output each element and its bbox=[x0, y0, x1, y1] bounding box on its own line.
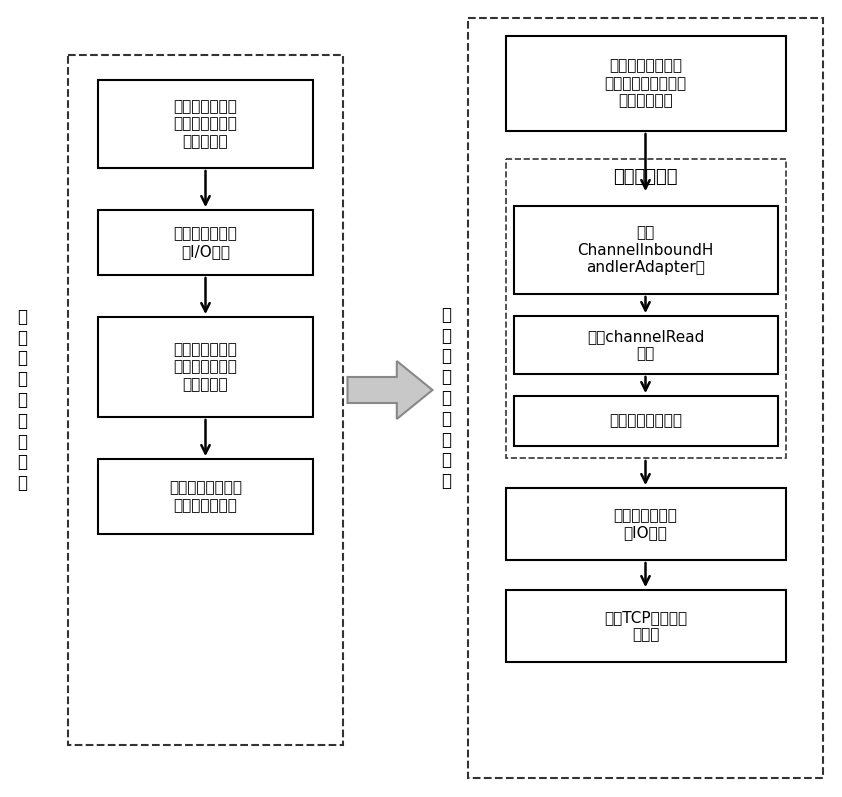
Polygon shape bbox=[348, 361, 433, 419]
Text: 初始化主、从线程
组，启动数据接收器
端进程引导器: 初始化主、从线程 组，启动数据接收器 端进程引导器 bbox=[605, 59, 686, 108]
Text: 构
建
数
据
转
发
器
进
程: 构 建 数 据 转 发 器 进 程 bbox=[17, 308, 27, 493]
Bar bbox=[68, 55, 343, 745]
Bar bbox=[514, 316, 777, 374]
Text: 初始化线程组，
启动数据转发器
进程引导器: 初始化线程组， 启动数据转发器 进程引导器 bbox=[173, 99, 237, 149]
Bar bbox=[514, 396, 777, 446]
Text: 重载channelRead
方法: 重载channelRead 方法 bbox=[587, 329, 704, 361]
Text: 绑定TCP端口，监
听数据: 绑定TCP端口，监 听数据 bbox=[604, 610, 687, 642]
Text: 构建内隐类来处
理IO事件: 构建内隐类来处 理IO事件 bbox=[614, 508, 678, 540]
Bar bbox=[98, 80, 313, 168]
Bar bbox=[98, 459, 313, 534]
Bar bbox=[505, 36, 786, 131]
Text: 对远程主机进行
预连接，构建多
个连接通道: 对远程主机进行 预连接，构建多 个连接通道 bbox=[173, 342, 237, 392]
Bar bbox=[505, 488, 786, 560]
Bar bbox=[468, 18, 823, 778]
Text: 派生
ChannelInboundH
andlerAdapter类: 派生 ChannelInboundH andlerAdapter类 bbox=[578, 225, 714, 275]
Text: 构
建
数
据
接
收
器
进
程: 构 建 数 据 接 收 器 进 程 bbox=[441, 306, 451, 490]
Bar bbox=[98, 317, 313, 417]
Text: 构建内隐类来处
理I/O事件: 构建内隐类来处 理I/O事件 bbox=[173, 226, 237, 259]
Text: 将连接通道保存在
一个阻塞队列中: 将连接通道保存在 一个阻塞队列中 bbox=[169, 481, 242, 512]
Bar bbox=[505, 590, 786, 662]
Bar bbox=[514, 206, 777, 294]
Text: 构建主拦截器: 构建主拦截器 bbox=[613, 167, 678, 186]
Bar bbox=[98, 210, 313, 275]
Text: 异步等待信息读取: 异步等待信息读取 bbox=[609, 414, 682, 429]
Bar bbox=[505, 159, 786, 458]
